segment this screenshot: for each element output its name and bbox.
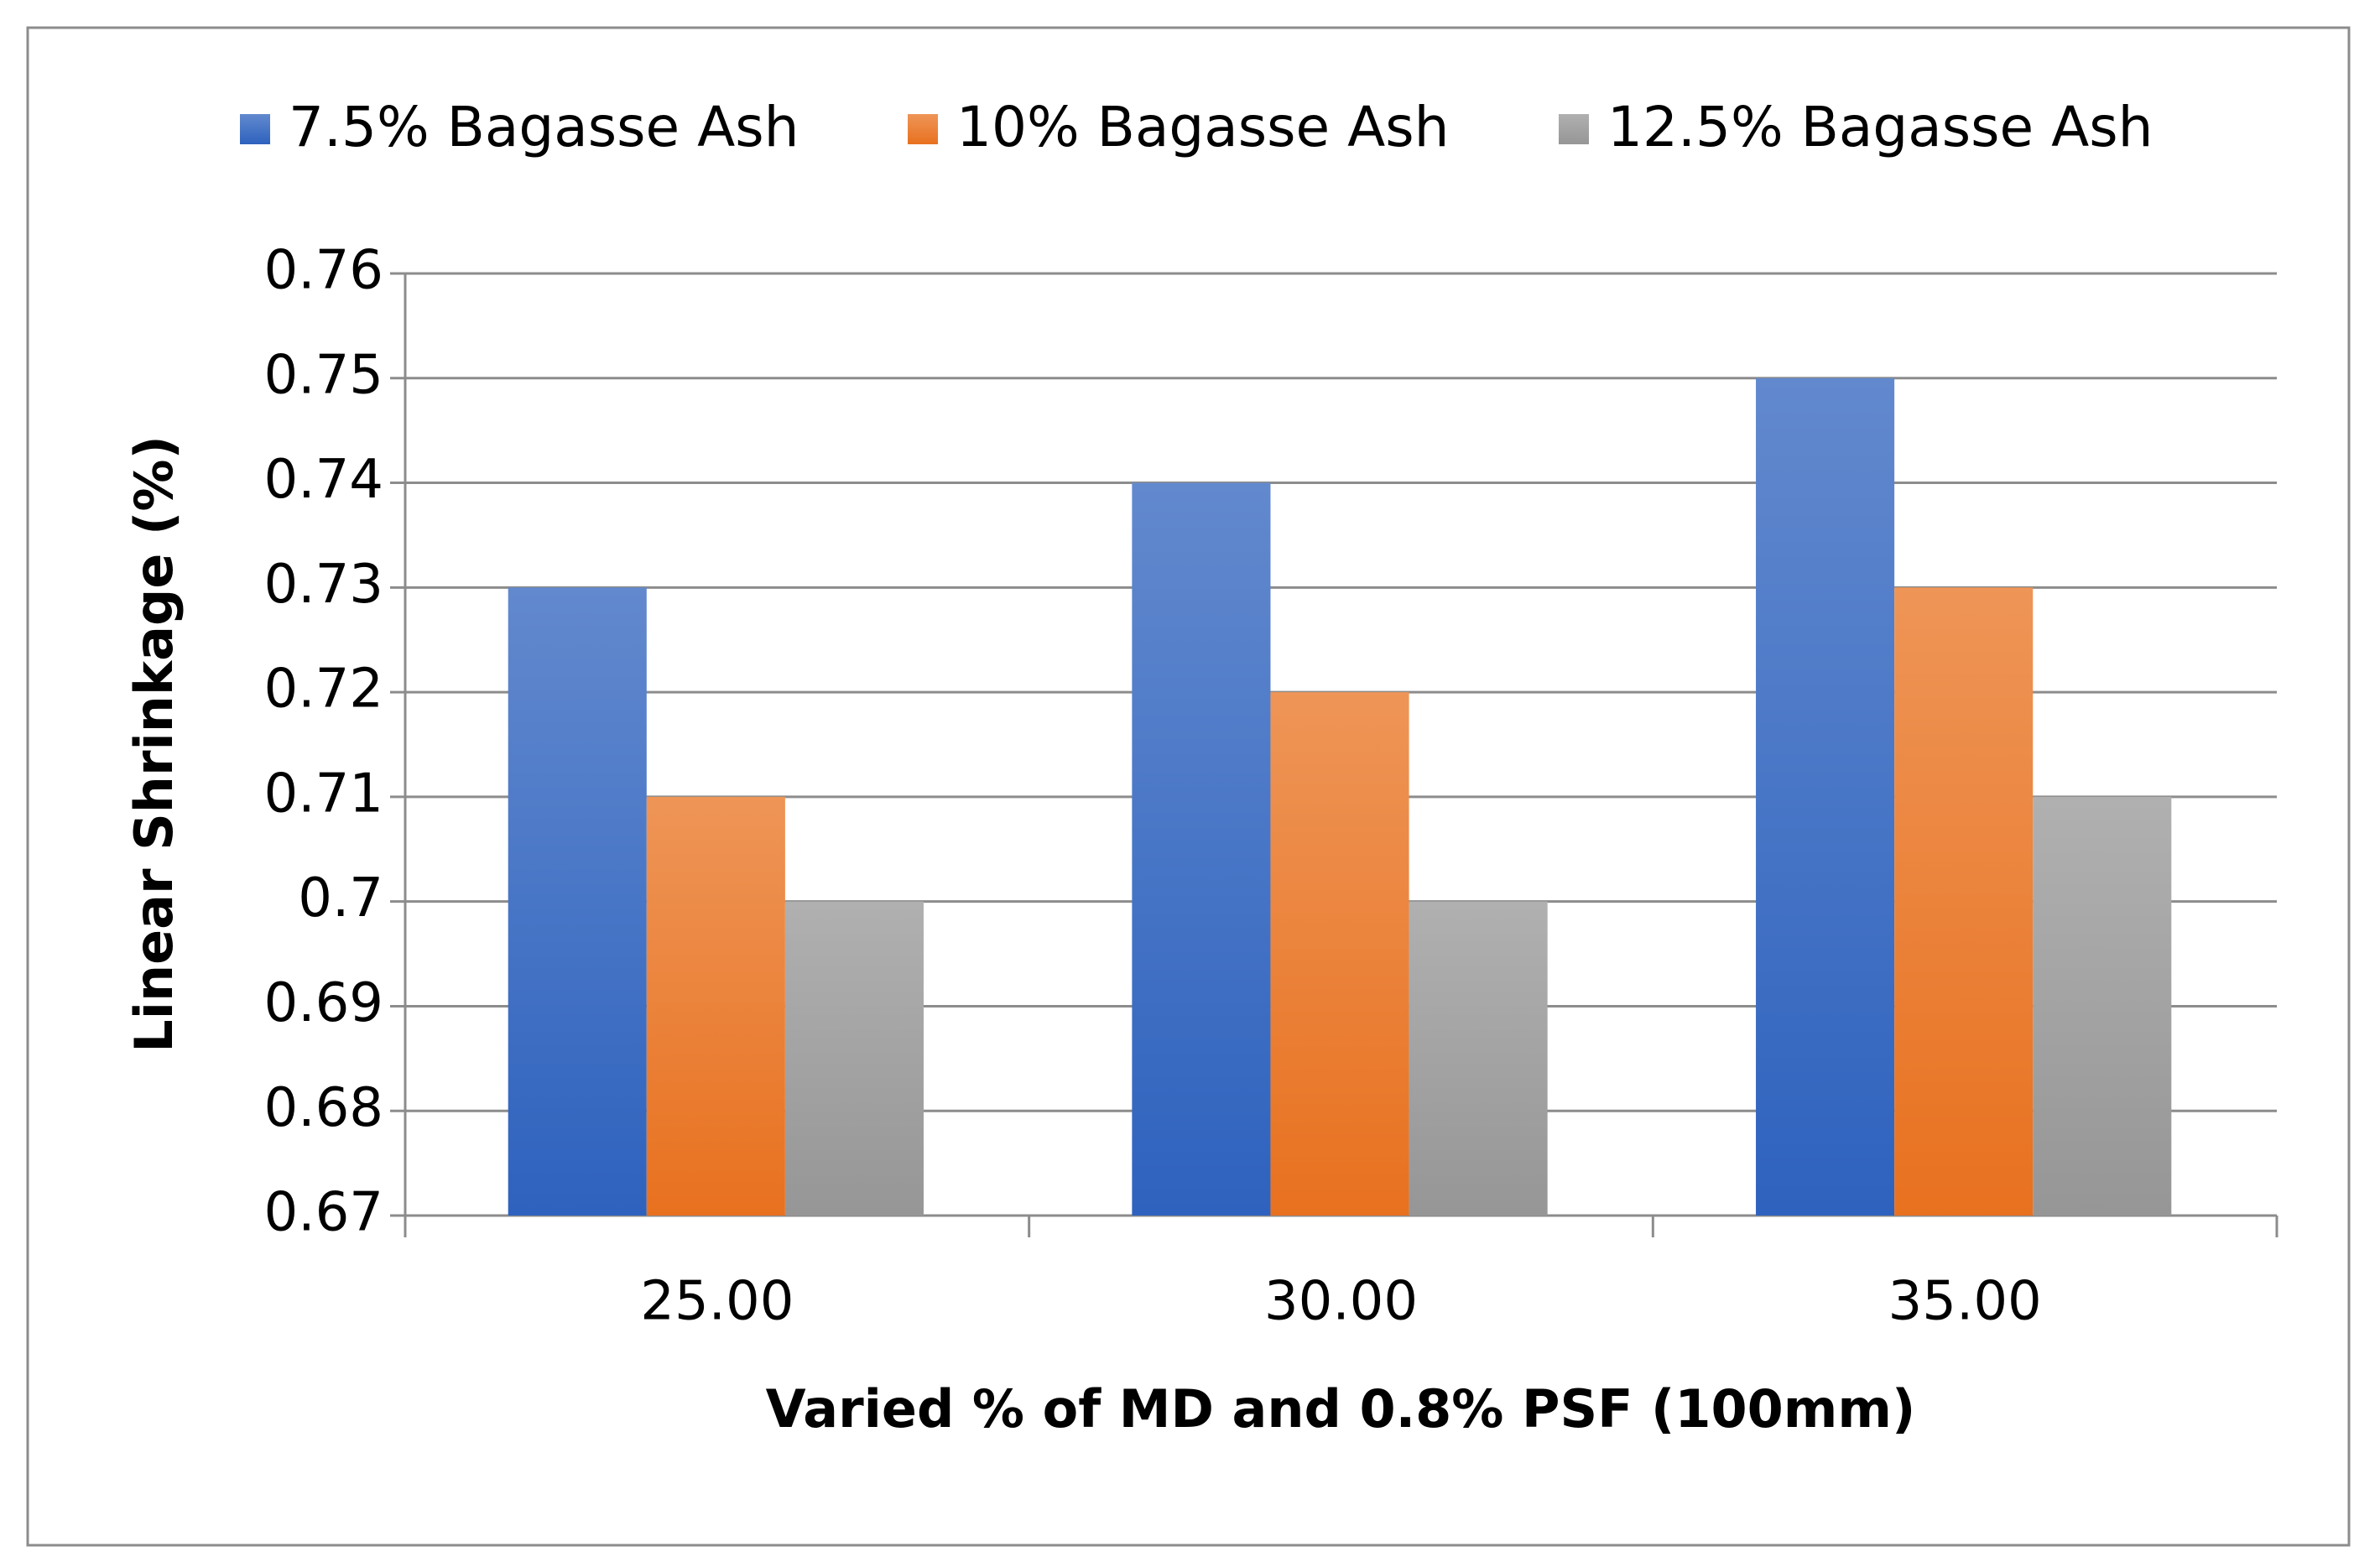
legend-label: 10% Bagasse Ash <box>956 95 1449 159</box>
bar <box>2033 796 2172 1216</box>
legend-label: 12.5% Bagasse Ash <box>1607 95 2153 159</box>
y-tick-label: 0.75 <box>264 344 384 406</box>
bar <box>784 901 924 1216</box>
y-tick-label: 0.72 <box>264 659 384 721</box>
bar <box>1894 587 2034 1216</box>
y-tick-label: 0.67 <box>264 1182 384 1244</box>
legend-swatch <box>1559 114 1589 144</box>
legend-swatch <box>908 114 938 144</box>
y-tick-label: 0.76 <box>264 240 384 302</box>
y-tick-label: 0.68 <box>264 1077 384 1139</box>
y-tick-label: 0.69 <box>264 972 384 1034</box>
bar <box>646 796 785 1216</box>
bar <box>1409 901 1548 1216</box>
x-axis-title: Varied % of MD and 0.8% PSF (100mm) <box>766 1378 1916 1440</box>
bar <box>1756 377 1895 1216</box>
y-axis-title: Linear Shrinkage (%) <box>123 435 185 1053</box>
y-tick-label: 0.71 <box>264 763 384 825</box>
legend-label: 7.5% Bagasse Ash <box>289 95 799 159</box>
x-tick-label: 35.00 <box>1888 1271 2042 1333</box>
y-tick-label: 0.74 <box>264 449 384 511</box>
bar <box>1270 692 1409 1216</box>
y-tick-label: 0.7 <box>298 867 383 929</box>
x-tick-label: 25.00 <box>640 1271 794 1333</box>
legend-swatch <box>240 114 270 144</box>
y-tick-label: 0.73 <box>264 554 384 616</box>
bar <box>1132 482 1271 1216</box>
x-tick-label: 30.00 <box>1264 1271 1418 1333</box>
bar <box>508 587 647 1216</box>
